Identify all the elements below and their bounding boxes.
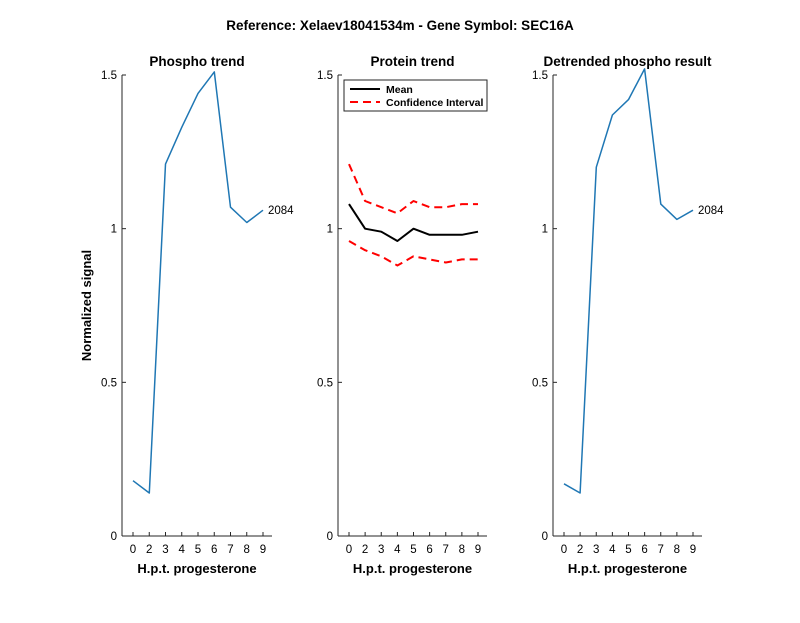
x-tick-label: 5 — [410, 544, 416, 556]
x-tick-label: 7 — [227, 544, 233, 556]
panel-title: Detrended phospho result — [543, 54, 712, 69]
series-end-label: 2084 — [268, 205, 294, 217]
x-tick-label: 6 — [641, 544, 647, 556]
series-line-1 — [563, 68, 694, 494]
y-tick-label: 1 — [542, 224, 548, 236]
y-tick-label: 1.5 — [532, 70, 548, 82]
x-tick-label: 4 — [609, 544, 616, 556]
x-tick-label: 7 — [658, 544, 664, 556]
x-tick-label: 2 — [577, 544, 583, 556]
y-tick-label: 0 — [542, 531, 548, 543]
y-tick-label: 0 — [327, 531, 333, 543]
x-tick-label: 3 — [378, 544, 384, 556]
y-tick-label: 1 — [327, 224, 333, 236]
x-tick-label: 7 — [443, 544, 449, 556]
x-tick-label: 5 — [195, 544, 201, 556]
x-tick-label: 9 — [475, 544, 481, 556]
x-tick-label: 6 — [211, 544, 217, 556]
x-axis-label: H.p.t. progesterone — [353, 561, 472, 576]
y-tick-label: 1.5 — [317, 70, 333, 82]
y-tick-label: 0.5 — [532, 377, 548, 389]
series-line-1 — [348, 203, 479, 242]
panel-title: Phospho trend — [149, 54, 244, 69]
x-tick-label: 9 — [690, 544, 696, 556]
x-tick-label: 2 — [362, 544, 368, 556]
x-tick-label: 0 — [561, 544, 567, 556]
y-axis-label: Normalized signal — [79, 250, 94, 361]
figure-suptitle: Reference: Xelaev18041534m - Gene Symbol… — [226, 18, 574, 33]
x-tick-label: 8 — [244, 544, 250, 556]
x-tick-label: 9 — [260, 544, 266, 556]
x-tick-label: 2 — [146, 544, 152, 556]
x-tick-label: 3 — [593, 544, 599, 556]
legend-entry: Confidence Interval — [386, 97, 484, 109]
y-tick-label: 0.5 — [101, 377, 117, 389]
x-tick-label: 3 — [162, 544, 168, 556]
x-tick-label: 5 — [625, 544, 631, 556]
x-tick-label: 8 — [674, 544, 680, 556]
x-axis-label: H.p.t. progesterone — [568, 561, 687, 576]
legend-entry: Mean — [386, 84, 413, 96]
series-line-1 — [132, 71, 264, 494]
x-tick-label: 0 — [130, 544, 136, 556]
y-tick-label: 1.5 — [101, 70, 117, 82]
x-tick-label: 0 — [346, 544, 352, 556]
series-end-label: 2084 — [698, 205, 724, 217]
legend-box — [343, 79, 488, 112]
y-tick-label: 0 — [111, 531, 117, 543]
panel-title: Protein trend — [370, 54, 454, 69]
y-tick-label: 1 — [111, 224, 117, 236]
y-tick-label: 0.5 — [317, 377, 333, 389]
x-tick-label: 8 — [459, 544, 465, 556]
x-tick-label: 4 — [394, 544, 401, 556]
x-tick-label: 4 — [179, 544, 186, 556]
x-axis-label: H.p.t. progesterone — [137, 561, 256, 576]
x-tick-label: 6 — [426, 544, 432, 556]
series-line-3 — [348, 240, 478, 267]
series-line-2 — [348, 163, 478, 215]
